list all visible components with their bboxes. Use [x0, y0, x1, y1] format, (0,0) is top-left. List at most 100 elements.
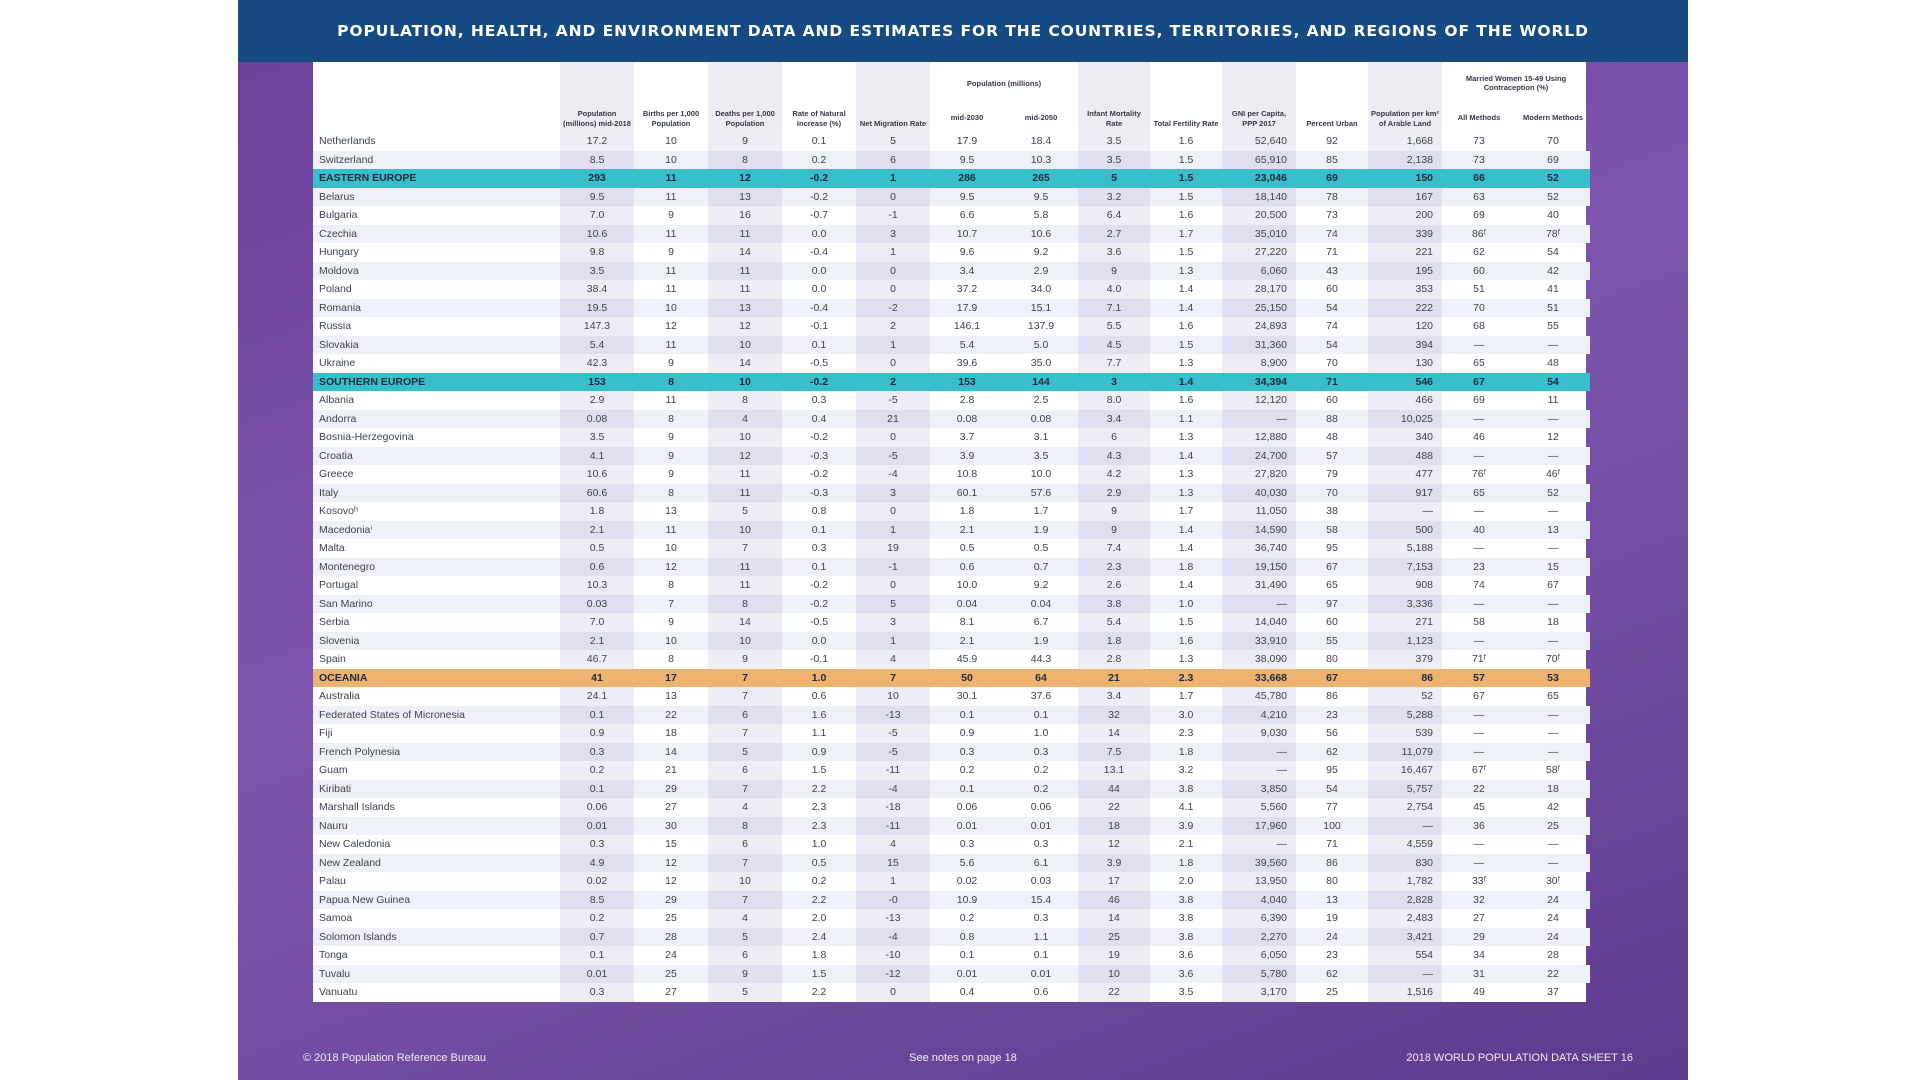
- table-cell: 3.5: [560, 428, 634, 447]
- table-cell: 2,754: [1368, 798, 1443, 817]
- table-cell: 0.1: [782, 520, 856, 539]
- table-cell: 24.1: [560, 687, 634, 706]
- table-cell: -4: [856, 927, 930, 946]
- table-cell: 24,700: [1222, 446, 1297, 465]
- col-header-urban: Percent Urban: [1306, 118, 1358, 128]
- table-cell: 8.1: [959, 616, 975, 629]
- table-cell: 3.9: [1150, 816, 1223, 835]
- table-cell: 70: [1442, 298, 1517, 317]
- table-cell: —: [1442, 446, 1517, 465]
- table-cell: 539: [1368, 724, 1443, 743]
- table-cell: 27: [665, 986, 677, 999]
- region-name: OCEANIA: [313, 668, 560, 687]
- table-cell: 5.4: [560, 335, 634, 354]
- table-cell: 6: [708, 761, 782, 780]
- table-cell: —: [1516, 631, 1591, 650]
- country-name: Solomon Islands: [313, 927, 560, 946]
- table-cell: 74: [1296, 224, 1369, 243]
- table-cell: 1.5: [1150, 150, 1223, 169]
- table-cell: 65: [1547, 690, 1559, 703]
- table-cell: 0.0: [782, 261, 856, 280]
- table-cell: 10.6: [560, 465, 634, 484]
- table-cell: 11,050: [1222, 502, 1297, 521]
- table-cell: 5.4: [1078, 613, 1151, 632]
- table-cell: 7: [708, 779, 782, 798]
- table-cell: 24: [1296, 927, 1369, 946]
- country-name: Slovakia: [313, 335, 560, 354]
- table-cell: 4.5: [1078, 335, 1151, 354]
- table-cell: 3.9: [1078, 853, 1151, 872]
- table-row: Moldova 3.5 11 11 0.0 0 3.4 2.9 9 1.3 6,060 43 195 60…: [313, 261, 1591, 280]
- table-cell: 0.2: [782, 150, 856, 169]
- table-cell: 1.5: [1178, 246, 1194, 259]
- table-cell: 2,483: [1368, 909, 1443, 928]
- col-header-all-methods: All Methods: [1457, 112, 1501, 122]
- table-cell: 18: [1078, 816, 1151, 835]
- table-cell: 1.4: [1178, 283, 1194, 296]
- table-cell: 52: [1516, 169, 1591, 188]
- table-cell: 11,079: [1368, 742, 1443, 761]
- country-name: Macedoniaⁱ: [313, 520, 560, 539]
- table-cell: 0.1: [930, 779, 1004, 798]
- country-name: Spain: [319, 653, 346, 666]
- table-cell: 546: [1368, 372, 1443, 391]
- table-cell: 54: [1547, 246, 1559, 259]
- table-row: Spain 46.7 8 9 -0.1 4 45.9 44.3 2.8 1.3 38,090 80 37…: [313, 650, 1590, 669]
- table-cell: 17: [634, 668, 708, 687]
- country-name: Serbia: [319, 616, 350, 629]
- table-cell: 25: [665, 912, 677, 925]
- table-cell: 23: [1326, 949, 1338, 962]
- table-cell: 1.8: [1150, 853, 1223, 872]
- table-cell: 0.01: [930, 964, 1004, 983]
- table-cell: 19,150: [1222, 557, 1297, 576]
- table-cell: 1: [856, 520, 930, 539]
- table-cell: 85: [1296, 150, 1369, 169]
- table-cell: 71: [1296, 372, 1369, 391]
- table-cell: 1.8: [1150, 557, 1223, 576]
- table-cell: 9: [668, 246, 674, 259]
- country-name: Samoa: [319, 912, 353, 925]
- table-cell: 0.06: [560, 798, 634, 817]
- table-cell: 20,500: [1222, 206, 1297, 225]
- table-cell: 49: [1473, 986, 1485, 999]
- table-cell: 7: [856, 668, 930, 687]
- table-cell: 69: [1516, 150, 1591, 169]
- table-cell: 17.2: [560, 132, 634, 151]
- table-row: Marshall Islands 0.06 27 4 2.3 -18 0.06 0.06 22 4…: [313, 798, 1590, 817]
- table-cell: 1.3: [1178, 357, 1194, 370]
- table-cell: 35.0: [1030, 357, 1052, 370]
- table-cell: -18: [856, 798, 930, 817]
- table-cell: 9.2: [1033, 246, 1049, 259]
- table-cell: 37.2: [956, 283, 978, 296]
- table-cell: 73: [1442, 150, 1517, 169]
- table-cell: 12,880: [1222, 428, 1297, 447]
- table-cell: 7,153: [1368, 557, 1443, 576]
- table-cell: 2.2: [811, 986, 827, 999]
- table-cell: 11: [708, 465, 782, 484]
- table-cell: 0.0: [811, 283, 827, 296]
- table-cell: 45: [1473, 801, 1485, 814]
- table-cell: 0.2: [959, 912, 975, 925]
- data-sheet-page: POPULATION, HEALTH, AND ENVIRONMENT DATA…: [238, 0, 1688, 1080]
- table-row: Kiribati 0.1 29 7 2.2 -4 0.1 0.2 44 3.8 3,850 54 5,7…: [313, 779, 1591, 798]
- table-cell: 41: [560, 668, 634, 687]
- table-cell: 2.3: [782, 816, 856, 835]
- table-cell: 44: [1078, 779, 1151, 798]
- table-cell: 0.9: [560, 724, 634, 743]
- table-row: Croatia 4.1 9 12 -0.3 -5 3.9 3.5 4.3 1.4 24,700 57 4…: [313, 446, 1591, 465]
- table-cell: —: [1516, 853, 1591, 872]
- table-cell: 554: [1368, 946, 1443, 965]
- table-cell: -0.3: [782, 446, 856, 465]
- table-cell: —: [1547, 505, 1559, 518]
- table-cell: 71: [1326, 246, 1338, 259]
- table-cell: —: [1547, 542, 1559, 555]
- table-cell: 9: [668, 616, 674, 629]
- table-cell: 15.1: [1004, 298, 1079, 317]
- table-cell: 12: [634, 853, 708, 872]
- table-cell: 2.0: [811, 912, 827, 925]
- table-cell: —: [1442, 631, 1517, 650]
- table-cell: 74: [1473, 579, 1485, 592]
- table-cell: 29: [634, 890, 708, 909]
- table-cell: 0.1: [930, 705, 1004, 724]
- col-header-deaths: Deaths per 1,000 Population: [708, 62, 782, 132]
